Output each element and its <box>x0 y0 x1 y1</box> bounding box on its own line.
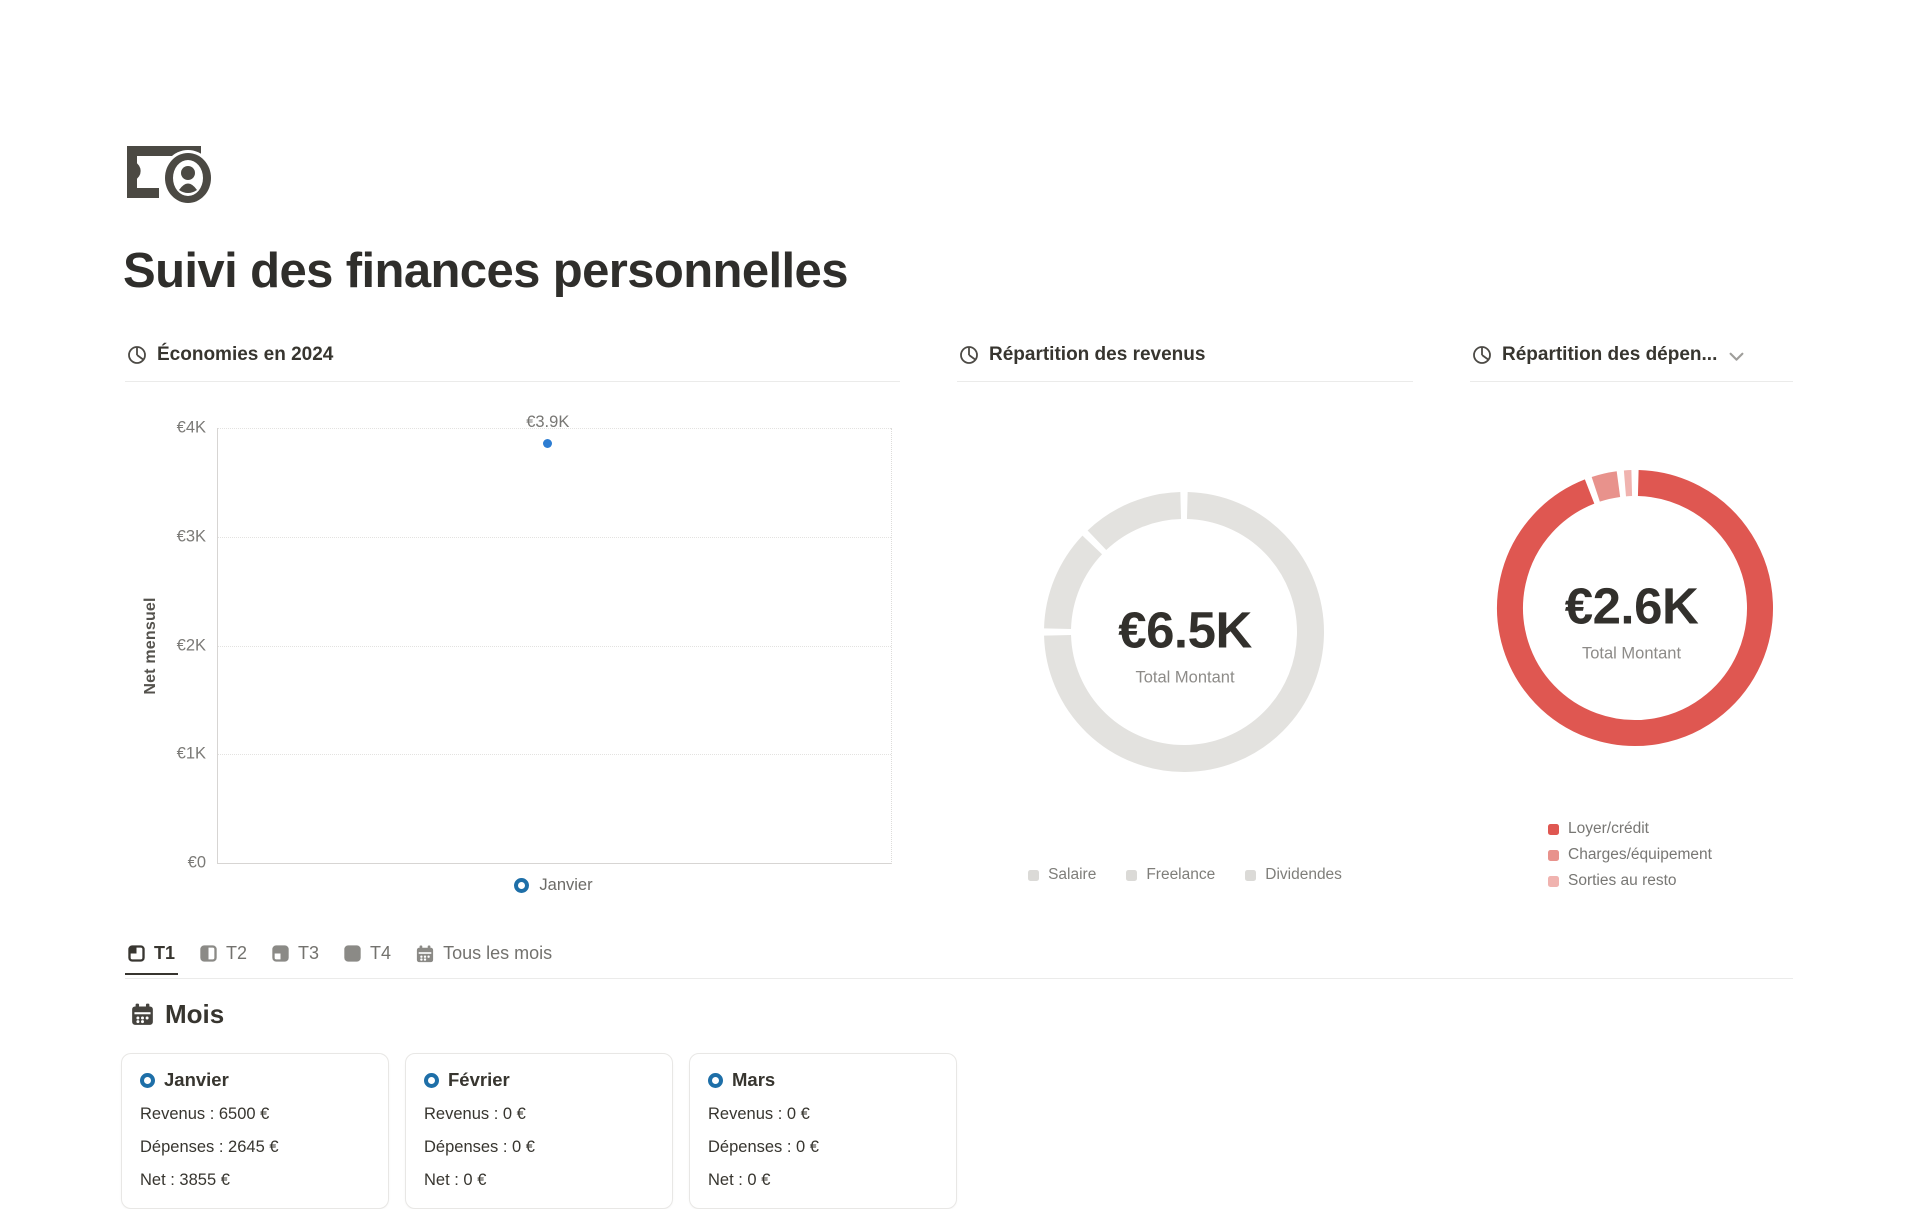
pie-chart-icon <box>128 346 146 364</box>
legend-swatch <box>1548 875 1559 887</box>
month-ring-icon <box>424 1072 439 1088</box>
revenue-chart-header[interactable]: Répartition des revenus <box>957 340 1413 382</box>
y-tick: €2K <box>176 636 206 654</box>
quarter-2-icon <box>200 945 217 962</box>
month-card-fevrier[interactable]: Février Revenus : 0 € Dépenses : 0 € Net… <box>405 1053 673 1209</box>
calendar-icon <box>416 944 434 962</box>
legend-swatch <box>1028 869 1040 881</box>
revenue-chart: Répartition des revenus €6.5K Total Mont… <box>957 340 1413 900</box>
savings-chart-header[interactable]: Économies en 2024 <box>125 340 900 382</box>
mois-heading: Mois <box>131 999 224 1030</box>
month-card-mars[interactable]: Mars Revenus : 0 € Dépenses : 0 € Net : … <box>689 1053 957 1209</box>
card-line-net: Net : 3855 € <box>140 1171 230 1189</box>
card-line-depenses: Dépenses : 2645 € <box>140 1138 279 1156</box>
tab-t2[interactable]: T2 <box>197 941 250 975</box>
tab-t4[interactable]: T4 <box>341 941 394 975</box>
tab-t3[interactable]: T3 <box>269 941 322 975</box>
page-title[interactable]: Suivi des finances personnelles <box>123 244 848 298</box>
quarter-4-icon <box>344 945 361 962</box>
pie-chart-icon <box>1473 346 1491 364</box>
chevron-down-icon[interactable] <box>1729 352 1744 362</box>
tab-t1[interactable]: T1 <box>125 941 179 975</box>
y-tick: €4K <box>176 418 206 437</box>
savings-chart-body[interactable]: Net mensuel €4K €3K €2K €1K €0 €3.9K Jan… <box>125 382 900 901</box>
card-header[interactable]: Mars <box>708 1069 938 1091</box>
month-cards: Janvier Revenus : 6500 € Dépenses : 2645… <box>121 1053 957 1209</box>
month-ring-icon <box>708 1072 723 1088</box>
tab-tous-les-mois[interactable]: Tous les mois <box>413 941 555 975</box>
expenses-total-value: €2.6K <box>1564 577 1699 635</box>
revenue-legend: Salaire Freelance Dividendes <box>957 866 1413 884</box>
x-legend-label: Janvier <box>539 876 593 894</box>
mois-title: Mois <box>165 999 225 1029</box>
card-header[interactable]: Janvier <box>140 1069 370 1091</box>
card-line-revenus: Revenus : 0 € <box>424 1105 526 1123</box>
expenses-donut-chart[interactable] <box>1470 382 1793 901</box>
calendar-icon <box>132 1003 153 1025</box>
revenue-donut-center: €6.5K Total Montant <box>957 601 1413 688</box>
card-line-revenus: Revenus : 0 € <box>708 1105 810 1123</box>
month-name: Janvier <box>164 1069 229 1090</box>
gridline <box>218 754 891 756</box>
card-line-net: Net : 0 € <box>424 1171 487 1189</box>
expenses-chart: Répartition des dépen... €2.6K Total Mon… <box>1470 340 1793 900</box>
expenses-chart-header[interactable]: Répartition des dépen... <box>1470 340 1793 382</box>
card-line-depenses: Dépenses : 0 € <box>708 1138 819 1156</box>
expenses-legend: Loyer/crédit Charges/équipement Sorties … <box>1548 820 1712 890</box>
expenses-total-label: Total Montant <box>1581 644 1682 663</box>
pie-chart-icon <box>960 346 978 364</box>
legend-item: Loyer/crédit <box>1548 820 1712 838</box>
expenses-chart-title: Répartition des dépen... <box>1502 344 1718 365</box>
data-point-label: €3.9K <box>526 412 570 431</box>
month-name: Mars <box>732 1069 776 1090</box>
legend-item: Charges/équipement <box>1548 846 1712 864</box>
series-ring-icon <box>514 878 530 893</box>
quarter-1-icon <box>128 945 145 962</box>
legend-item: Sorties au resto <box>1548 872 1712 890</box>
card-line-depenses: Dépenses : 0 € <box>424 1138 535 1156</box>
savings-chart-title: Économies en 2024 <box>157 344 334 365</box>
savings-x-legend: Janvier <box>217 876 890 895</box>
gridline <box>218 428 891 429</box>
savings-chart: Économies en 2024 Net mensuel €4K €3K €2… <box>125 340 900 900</box>
legend-item: Salaire <box>1028 866 1096 884</box>
revenue-donut-chart[interactable] <box>957 382 1413 901</box>
legend-swatch <box>1126 869 1138 881</box>
y-tick: €0 <box>187 853 206 872</box>
card-line-net: Net : 0 € <box>708 1171 771 1189</box>
revenue-chart-body[interactable]: €6.5K Total Montant Salaire Freelance Di… <box>957 382 1413 901</box>
savings-plot-area[interactable]: Net mensuel €4K €3K €2K €1K €0 €3.9K <box>142 413 892 872</box>
revenue-total-label: Total Montant <box>1135 668 1235 687</box>
card-line-revenus: Revenus : 6500 € <box>140 1105 270 1123</box>
expenses-chart-body[interactable]: €2.6K Total Montant Loyer/crédit Charges… <box>1470 382 1793 901</box>
y-tick: €1K <box>176 744 206 763</box>
expenses-donut-center: €2.6K Total Montant <box>1470 577 1793 664</box>
charts-row: Économies en 2024 Net mensuel €4K €3K €2… <box>125 340 1793 900</box>
quarter-3-icon <box>272 945 289 962</box>
gridline <box>218 536 891 538</box>
legend-swatch <box>1548 849 1559 861</box>
revenue-chart-title: Répartition des revenus <box>989 344 1206 365</box>
y-tick: €3K <box>176 527 206 546</box>
month-name: Février <box>448 1069 510 1090</box>
legend-swatch <box>1548 823 1559 835</box>
revenue-total-value: €6.5K <box>1118 601 1252 659</box>
legend-item: Dividendes <box>1245 866 1342 884</box>
gridline <box>218 645 891 647</box>
month-card-janvier[interactable]: Janvier Revenus : 6500 € Dépenses : 2645… <box>121 1053 389 1209</box>
legend-swatch <box>1245 869 1257 881</box>
data-point[interactable] <box>543 439 553 449</box>
banknote-portrait-icon <box>127 146 214 206</box>
legend-item: Freelance <box>1126 866 1215 884</box>
quarter-tabs: T1 T2 T3 T4 Tous les mois <box>125 941 1793 979</box>
card-header[interactable]: Février <box>424 1069 654 1091</box>
month-ring-icon <box>140 1072 155 1088</box>
